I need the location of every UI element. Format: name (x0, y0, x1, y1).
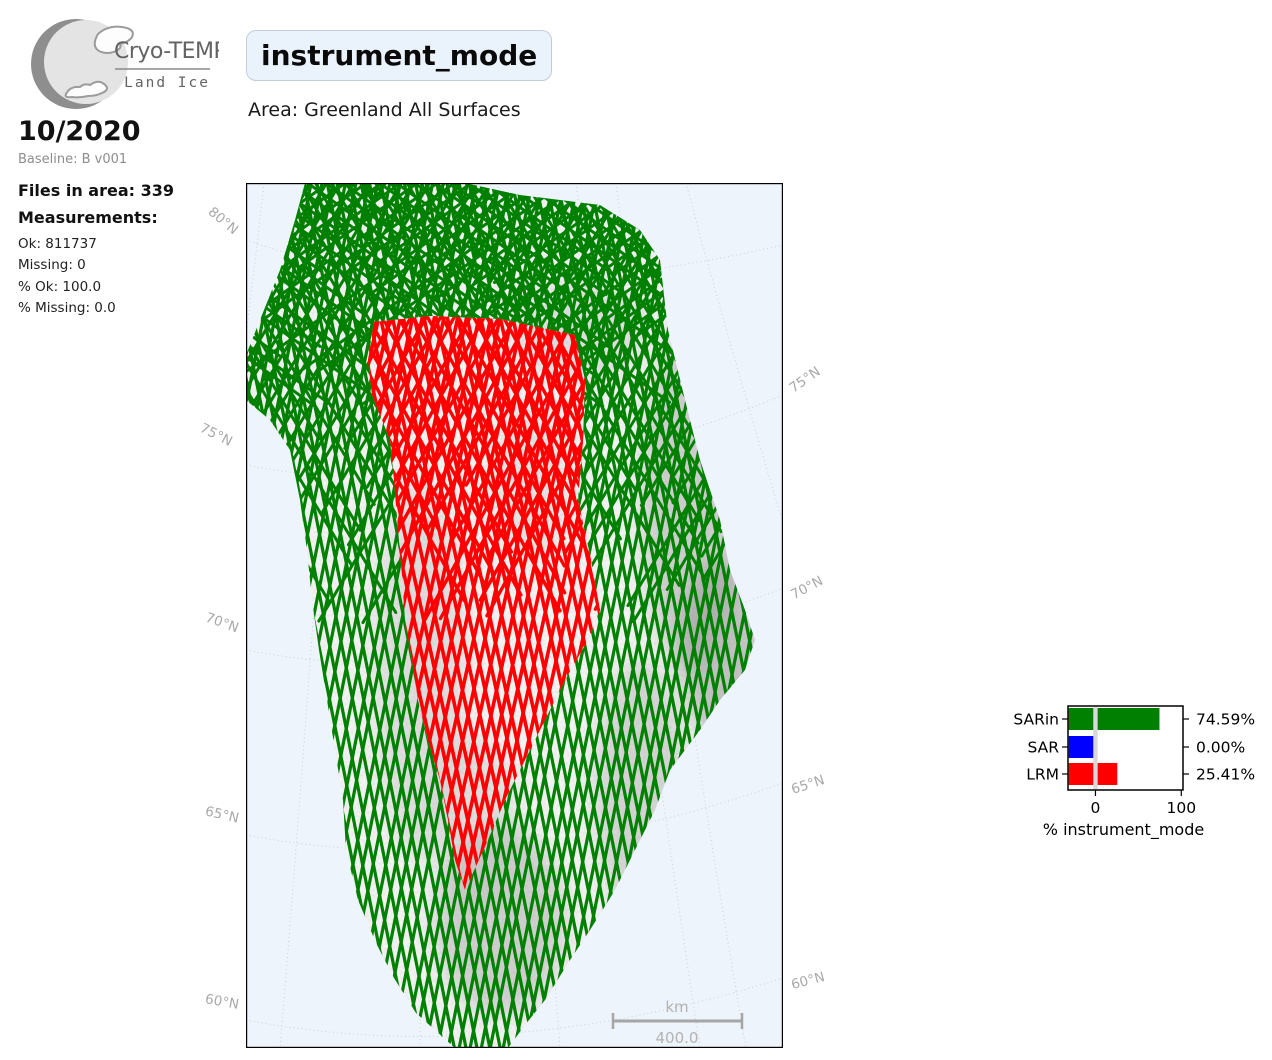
stat-pct-ok: % Ok: 100.0 (18, 279, 102, 295)
chart-frame (1067, 705, 1184, 791)
bar-sar (1068, 736, 1096, 758)
period-label: 10/2020 (18, 116, 141, 147)
value-label-sar: 0.00% (1196, 739, 1245, 757)
stat-missing: Missing: 0 (18, 257, 86, 273)
x-tick-label: 0 (1091, 799, 1101, 817)
cryo-tempo-logo: Cryo-TEMPO Land Ice (31, 19, 219, 109)
logo-antarctica-shape (64, 80, 108, 99)
value-label-sarin: 74.59% (1196, 711, 1255, 729)
map-panel: km 400.0 (0, 171, 1084, 1060)
x-axis-label: % instrument_mode (1043, 820, 1204, 840)
stat-pct-missing: % Missing: 0.0 (18, 300, 116, 316)
scale-bar-unit: km (665, 998, 688, 1016)
measurements-heading: Measurements: (18, 208, 158, 227)
map-canvas: km 400.0 (0, 171, 1084, 1060)
bar-lrm (1068, 763, 1118, 785)
latitude-label-right: 65°N (789, 772, 827, 798)
x-tick-label: 100 (1166, 799, 1196, 817)
files-in-area-label: Files in area: 339 (18, 181, 174, 200)
logo-greenland-shape (93, 25, 134, 54)
latitude-label-left: 75°N (197, 420, 235, 450)
zero-line (1093, 707, 1098, 789)
logo-product-text: Land Ice (124, 75, 210, 91)
latitude-label-right: 60°N (789, 968, 827, 994)
latitude-label-right: 70°N (788, 572, 826, 604)
latitude-label-left: 65°N (203, 803, 241, 827)
category-label-sarin: SARin (1013, 711, 1059, 729)
scale-bar: km 400.0 (611, 998, 744, 1047)
value-label-lrm: 25.41% (1196, 766, 1255, 784)
category-label-lrm: LRM (1026, 766, 1059, 784)
stat-ok: Ok: 811737 (18, 236, 97, 252)
variable-title: instrument_mode (261, 39, 538, 72)
latitude-label-left: 80°N (204, 203, 242, 239)
latitude-label-left: 70°N (203, 609, 241, 637)
area-label: Area: Greenland All Surfaces (248, 99, 521, 121)
baseline-label: Baseline: B v001 (18, 152, 128, 167)
latitude-label-right: 75°N (786, 363, 824, 397)
chart-canvas: SARin 74.59% SAR 0.00% LRM 25.41% 0 100 % instru… (1013, 705, 1255, 840)
logo-brand-text: Cryo-TEMPO (114, 39, 219, 64)
bar-sarin (1068, 708, 1160, 730)
category-label-sar: SAR (1028, 739, 1060, 757)
instrument-mode-chart: SARin 74.59% SAR 0.00% LRM 25.41% 0 100 % instru… (1005, 700, 1272, 855)
latitude-label-left: 60°N (203, 991, 241, 1013)
variable-title-box: instrument_mode (246, 30, 553, 81)
scale-bar-value: 400.0 (656, 1029, 699, 1047)
map-border (246, 183, 783, 1048)
